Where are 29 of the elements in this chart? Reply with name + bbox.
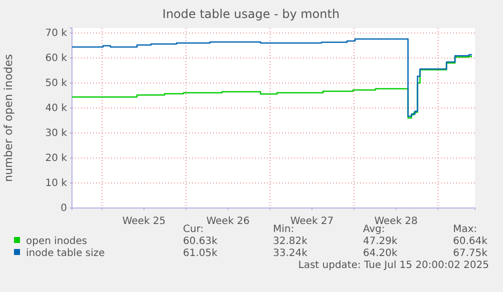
- y-tick-label: 70 k: [45, 28, 68, 40]
- y-axis-title: number of open inodes: [2, 54, 15, 182]
- y-tick-label: 20 k: [45, 153, 68, 164]
- text: Min:: [273, 224, 294, 235]
- chart-title: Inode table usage - by month: [162, 7, 340, 21]
- legend-label: open inodes: [26, 236, 88, 247]
- text: 64.20k: [363, 248, 398, 259]
- text: Avg:: [363, 224, 385, 235]
- x-tick-label: Week 28: [374, 216, 418, 227]
- text: 60.63k: [183, 236, 218, 247]
- text: Last update: Tue Jul 15 20:00:02 2025: [298, 260, 489, 271]
- text: 47.29k: [363, 236, 398, 247]
- text: 32.82k: [273, 236, 308, 247]
- x-tick-label: Week 25: [122, 216, 166, 227]
- legend-label: inode table size: [26, 248, 105, 259]
- text: Max:: [453, 224, 478, 235]
- y-tick-label: 30 k: [45, 128, 68, 140]
- y-tick-label: 60 k: [45, 53, 68, 64]
- text: 67.75k: [453, 248, 488, 259]
- text: 60.64k: [453, 236, 488, 247]
- y-tick-label: 40 k: [45, 103, 68, 114]
- y-tick-label: 50 k: [45, 78, 68, 90]
- text: Cur:: [183, 224, 204, 235]
- text: 33.24k: [273, 248, 308, 259]
- x-tick-label: Week 27: [290, 216, 334, 227]
- x-tick-label: Week 26: [206, 216, 250, 227]
- text: 61.05k: [183, 248, 218, 259]
- y-tick-label: 10 k: [45, 178, 68, 190]
- y-tick-label: 0: [60, 203, 67, 214]
